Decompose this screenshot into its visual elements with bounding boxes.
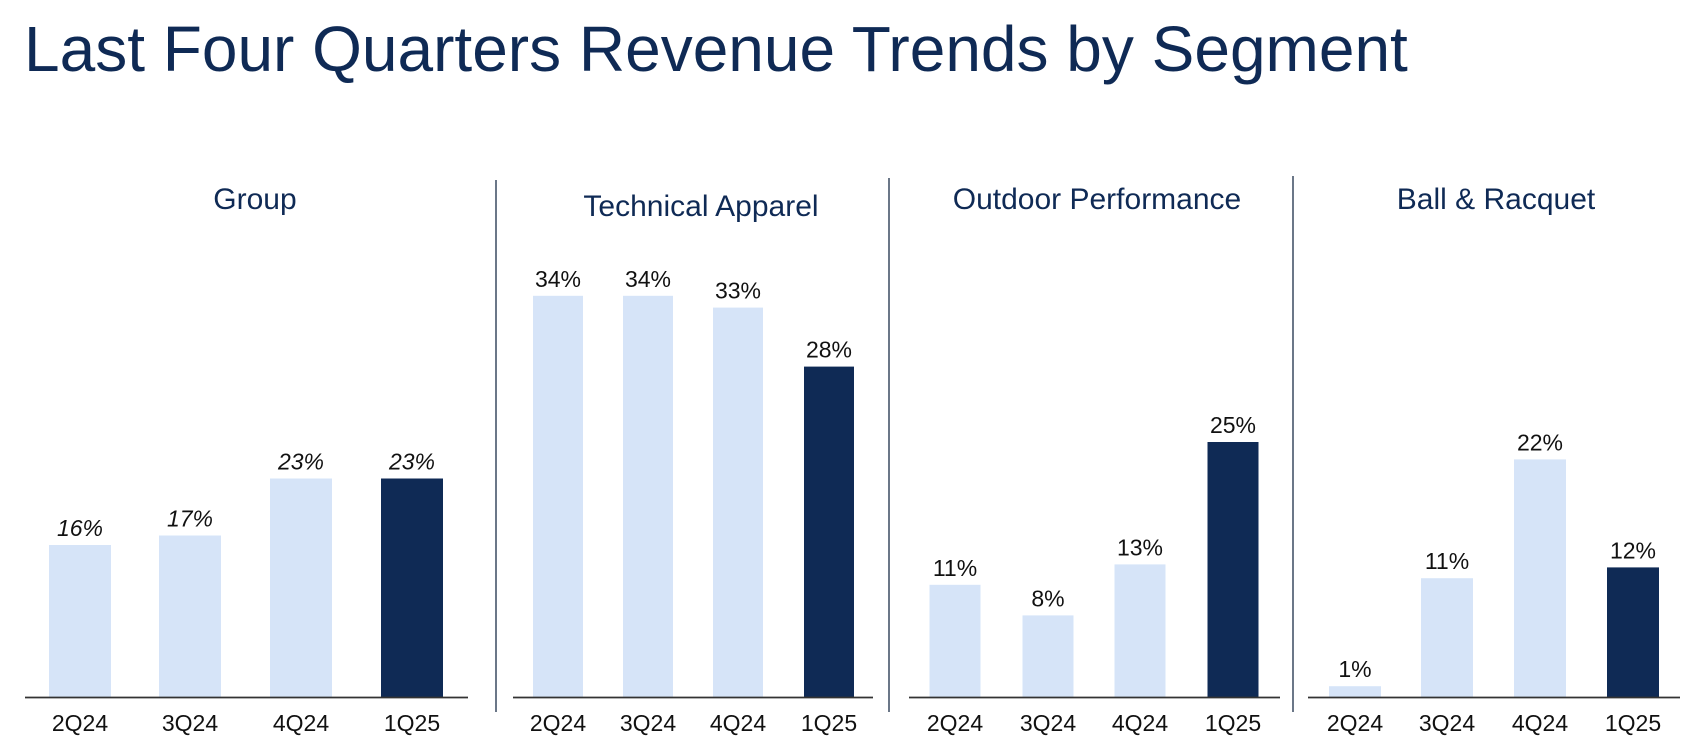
panel-separator	[888, 178, 890, 712]
data-label: 11%	[1425, 548, 1469, 574]
data-label: 12%	[1610, 537, 1656, 563]
bar	[1022, 615, 1074, 697]
page-title: Last Four Quarters Revenue Trends by Seg…	[24, 13, 1408, 85]
x-tick-label: 4Q24	[1512, 710, 1568, 736]
panel-separator	[1292, 176, 1294, 712]
data-label: 1%	[1338, 656, 1371, 682]
x-tick-label: 3Q24	[1419, 710, 1475, 736]
panel-title: Technical Apparel	[583, 190, 818, 223]
panel-separator	[495, 180, 497, 712]
x-tick-label: 1Q25	[384, 710, 440, 736]
bar	[929, 584, 981, 697]
data-label: 16%	[57, 515, 103, 541]
x-tick-label: 1Q25	[801, 710, 857, 736]
panel-title: Outdoor Performance	[953, 183, 1241, 216]
data-label: 23%	[388, 449, 435, 475]
x-tick-label: 1Q25	[1605, 710, 1661, 736]
data-label: 17%	[167, 506, 213, 532]
bar	[1329, 686, 1381, 697]
x-tick-label: 2Q24	[927, 710, 983, 736]
data-label: 23%	[277, 449, 324, 475]
data-label: 13%	[1117, 534, 1163, 560]
data-label: 33%	[715, 278, 761, 304]
bar	[804, 366, 854, 697]
data-label: 25%	[1210, 412, 1256, 438]
bar	[1421, 578, 1473, 697]
x-tick-label: 2Q24	[52, 710, 108, 736]
data-label: 8%	[1031, 585, 1064, 611]
bar	[159, 535, 221, 697]
x-tick-label: 2Q24	[1327, 710, 1383, 736]
bar	[1207, 442, 1259, 697]
x-tick-label: 2Q24	[530, 710, 586, 736]
x-tick-label: 3Q24	[162, 710, 218, 736]
segment-panel: Technical Apparel 34% 2Q24 34% 3Q24 33% 4Q24 28…	[513, 190, 873, 736]
x-tick-label: 3Q24	[620, 710, 676, 736]
x-tick-label: 4Q24	[1112, 710, 1168, 736]
bar	[49, 545, 111, 697]
data-label: 34%	[625, 266, 671, 292]
data-label: 28%	[806, 337, 852, 363]
data-label: 34%	[535, 266, 581, 292]
data-label: 22%	[1517, 429, 1563, 455]
bar	[1607, 567, 1659, 697]
panel-title: Ball & Racquet	[1397, 183, 1596, 216]
bar	[713, 307, 763, 697]
bar	[533, 295, 583, 697]
x-tick-label: 4Q24	[710, 710, 766, 736]
x-tick-label: 1Q25	[1205, 710, 1261, 736]
bar	[1114, 564, 1166, 697]
bar	[270, 478, 332, 697]
x-tick-label: 3Q24	[1020, 710, 1076, 736]
bar	[623, 295, 673, 697]
x-tick-label: 4Q24	[273, 710, 329, 736]
bar	[381, 478, 443, 697]
segment-panel: Group 16% 2Q24 17% 3Q24 23% 4Q24 23% 1Q25	[25, 183, 468, 736]
panel-title: Group	[213, 183, 296, 216]
bar	[1514, 459, 1566, 697]
segment-panel: Outdoor Performance 11% 2Q24 8% 3Q24 13% 4Q24 2…	[909, 183, 1280, 736]
data-label: 11%	[933, 555, 977, 581]
segment-panel: Ball & Racquet 1% 2Q24 11% 3Q24 22% 4Q24 12% 1Q2…	[1308, 183, 1680, 736]
